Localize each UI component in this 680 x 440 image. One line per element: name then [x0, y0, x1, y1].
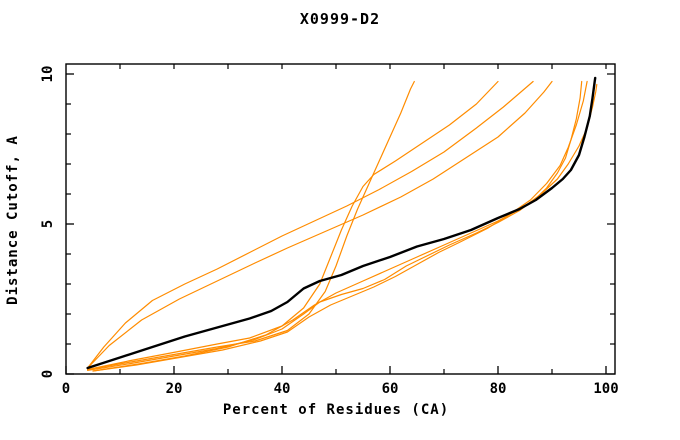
- x-tick-label: 60: [382, 381, 399, 397]
- series-orange-model-curve-1: [86, 80, 415, 371]
- x-tick-label: 80: [490, 381, 507, 397]
- series-orange-model-curve-3: [86, 80, 534, 369]
- series-orange-model-curve-4: [86, 80, 553, 369]
- series-orange-model-curve-2: [86, 80, 499, 371]
- y-tick-label: 10: [40, 66, 56, 83]
- x-tick-label: 100: [593, 381, 618, 397]
- x-tick-label: 20: [166, 381, 183, 397]
- series-orange-model-curve-6: [92, 80, 588, 372]
- x-tick-label: 40: [274, 381, 291, 397]
- series-orange-model-curve-5: [86, 80, 583, 371]
- y-tick-label: 5: [40, 220, 56, 228]
- chart-title: X0999-D2: [299, 10, 381, 28]
- series-black-reference-curve: [86, 76, 597, 370]
- x-tick-label: 0: [62, 381, 70, 397]
- y-tick-label: 0: [40, 370, 56, 378]
- x-axis-label: Percent of Residues (CA): [222, 402, 450, 418]
- series-orange-model-curve-7: [92, 83, 598, 372]
- plot-frame: [65, 63, 616, 375]
